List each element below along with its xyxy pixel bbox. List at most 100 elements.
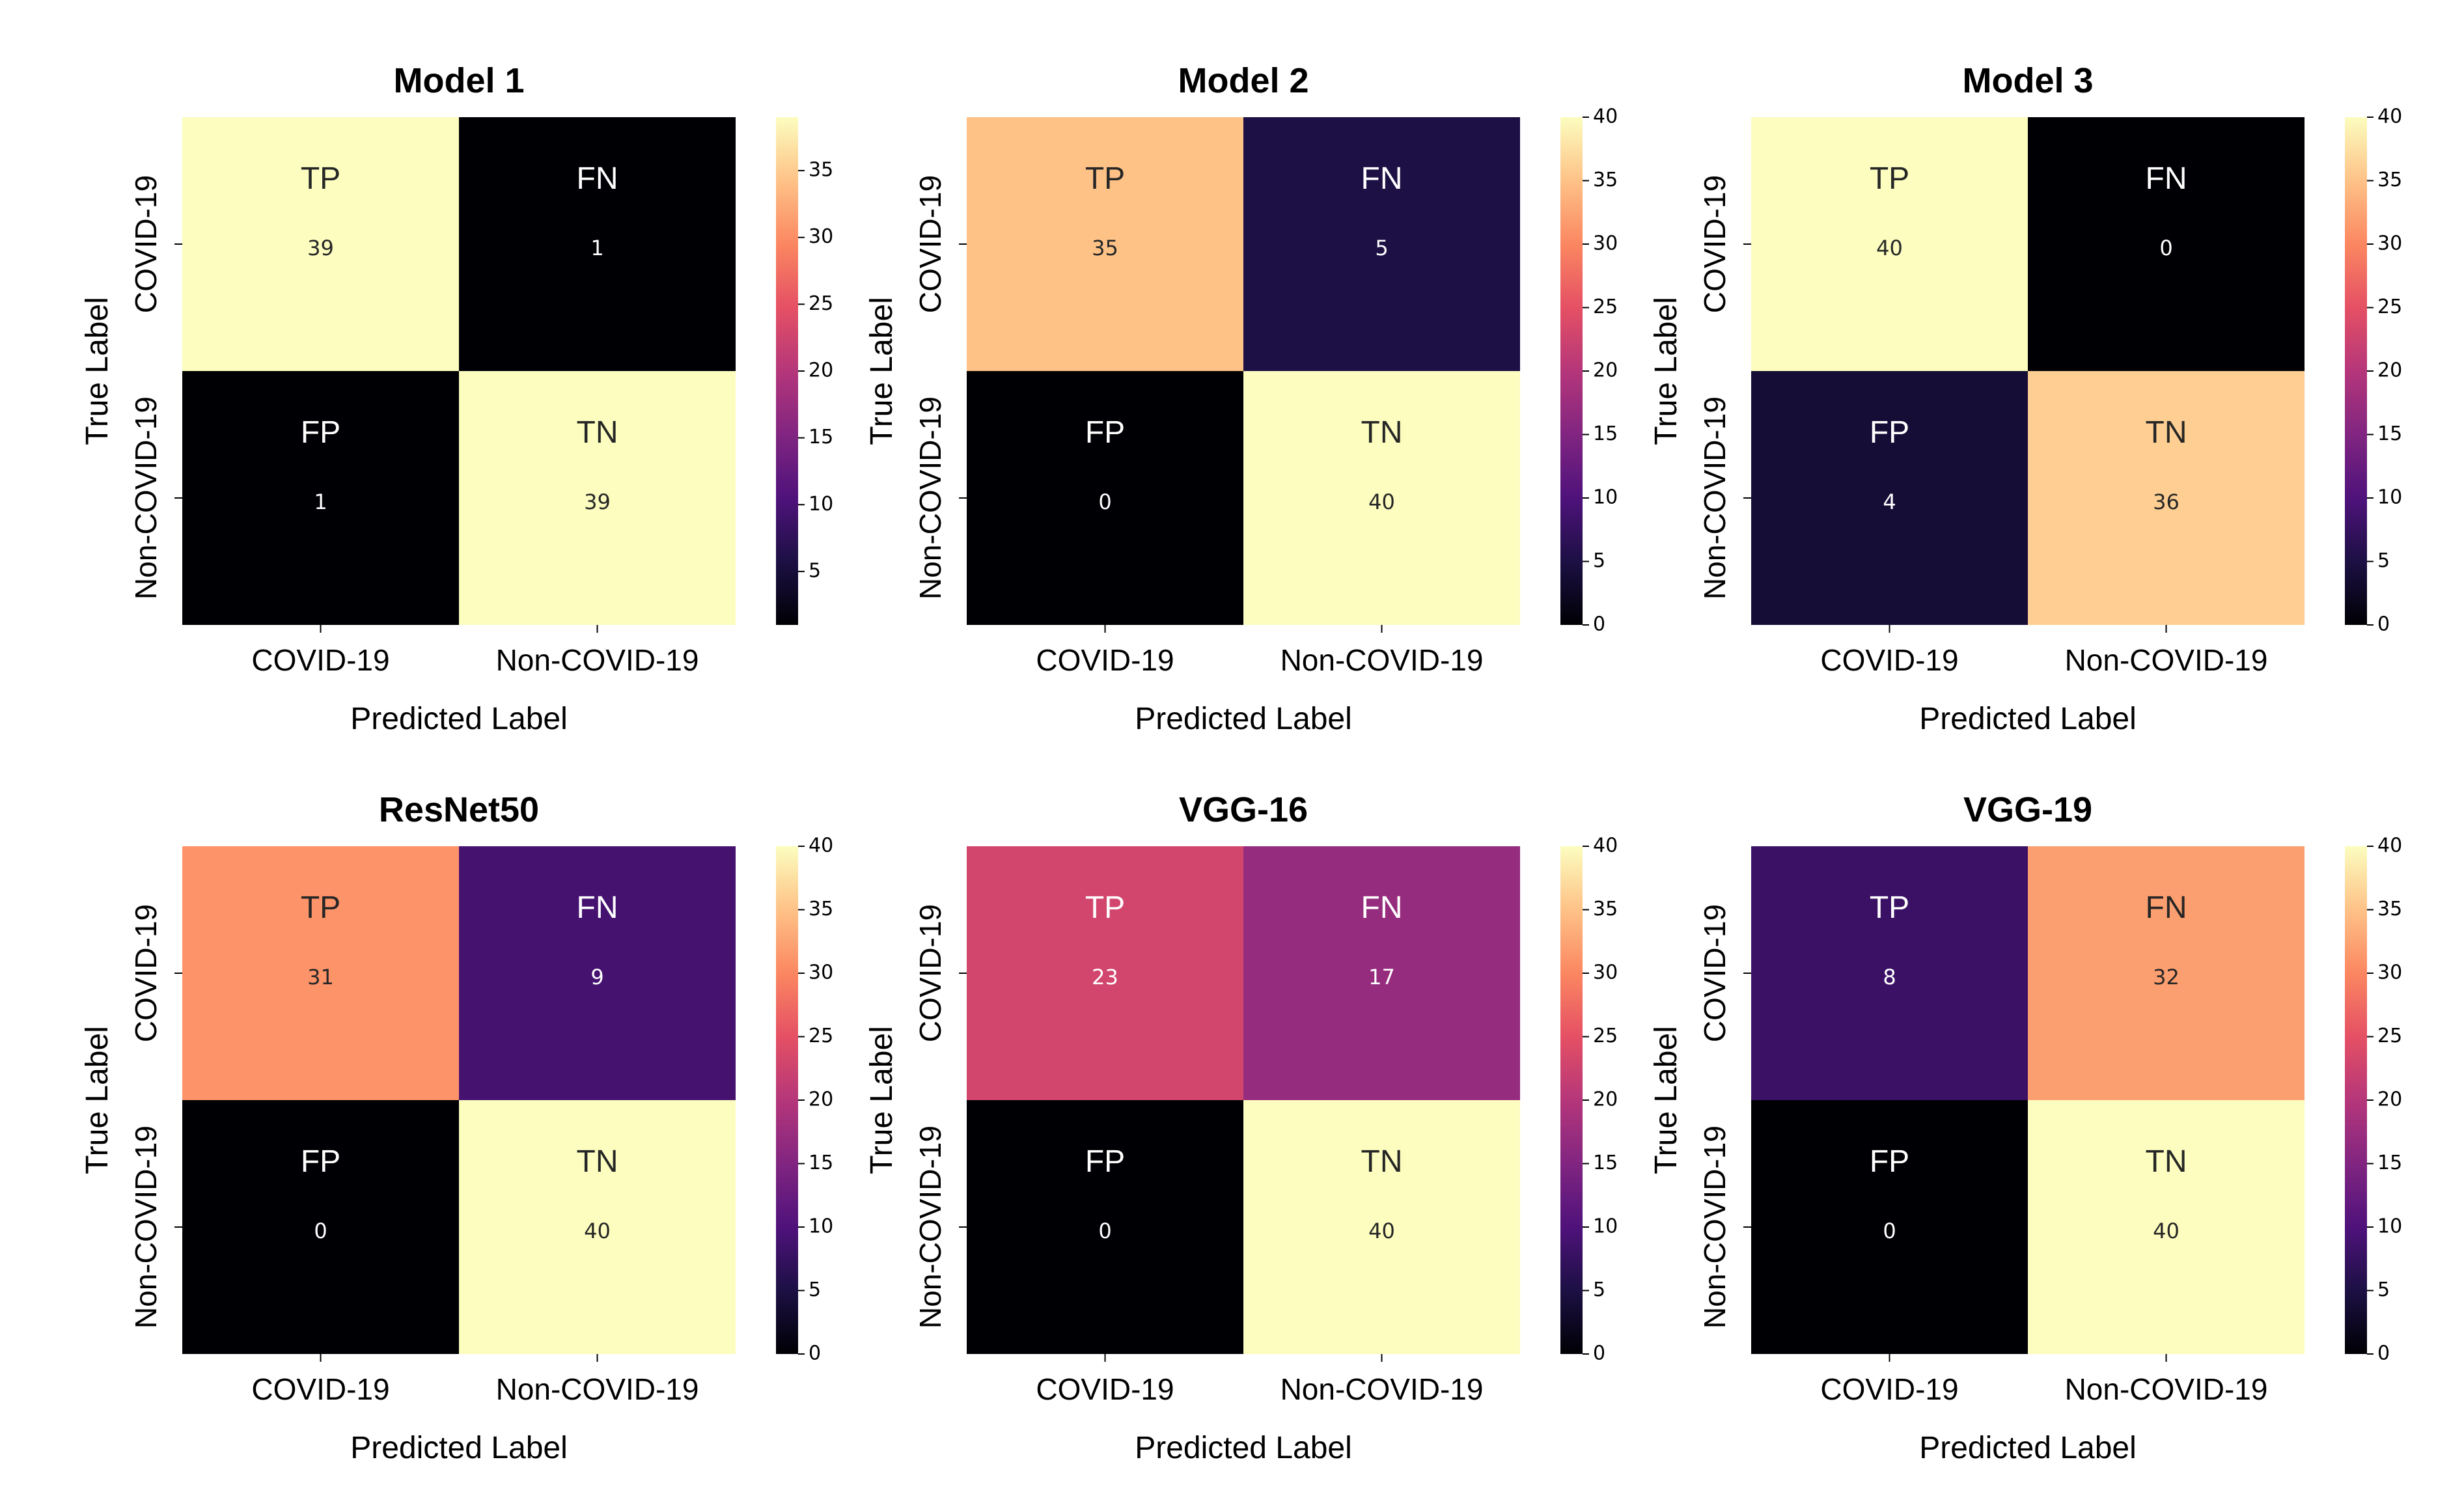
colorbar [1560, 846, 1583, 1354]
y-axis-label: True Label [1649, 1026, 1683, 1174]
y-tick-label: Non-COVID-19 [1698, 396, 1732, 600]
colorbar-tick-label: 5 [1593, 549, 1605, 572]
cell-value-label: 1 [314, 490, 327, 514]
y-tick-label: COVID-19 [129, 904, 163, 1042]
colorbar-tick-label: 0 [2377, 1342, 2390, 1365]
y-axis-label: True Label [80, 1026, 115, 1174]
heatmap-cell [2028, 117, 2305, 371]
cell-value-label: 23 [1092, 965, 1118, 989]
colorbar-tick-label: 20 [2377, 359, 2402, 382]
colorbar-tick-label: 10 [809, 493, 833, 516]
x-tick-label: COVID-19 [251, 1372, 389, 1406]
cell-value-label: 35 [1092, 236, 1118, 260]
cell-value-label: 17 [1368, 965, 1395, 989]
y-tick-label: COVID-19 [1698, 904, 1732, 1042]
colorbar-tick-label: 40 [1593, 835, 1618, 857]
colorbar-tick-label: 5 [2377, 1278, 2390, 1301]
cell-tag-label: TN [1361, 415, 1403, 450]
cell-tag-label: TP [301, 891, 340, 925]
y-tick-label: COVID-19 [1698, 175, 1732, 313]
cell-tag-label: TN [1361, 1144, 1403, 1179]
x-tick-label: Non-COVID-19 [1280, 1372, 1484, 1406]
cell-tag-label: FN [2146, 161, 2187, 196]
cell-value-label: 31 [307, 965, 334, 989]
cell-value-label: 0 [1883, 1219, 1896, 1243]
panel-title: Model 2 [1178, 61, 1308, 100]
y-tick-label: COVID-19 [913, 904, 947, 1042]
cell-value-label: 39 [584, 490, 611, 514]
panel-4: ResNet50 TP 31 FN 9 FP 0 TN 40 COVID-19 Non-COVID-… [80, 790, 833, 1465]
y-axis-label: True Label [865, 1026, 899, 1174]
colorbar-tick-label: 0 [809, 1342, 821, 1365]
cell-value-label: 40 [1876, 236, 1903, 260]
cell-tag-label: TN [577, 1144, 618, 1179]
colorbar-tick-label: 10 [1593, 1215, 1618, 1238]
colorbar-tick-label: 0 [1593, 613, 1605, 636]
heatmap-cell [182, 846, 459, 1100]
cell-value-label: 40 [2153, 1219, 2180, 1243]
heatmap-cell [967, 371, 1243, 625]
heatmap-cell [967, 846, 1243, 1100]
heatmap-cell [1243, 371, 1520, 625]
colorbar-tick-label: 40 [1593, 105, 1618, 128]
colorbar-tick-label: 20 [2377, 1088, 2402, 1111]
x-tick-label: Non-COVID-19 [1280, 643, 1484, 677]
heatmap-cell [2028, 1100, 2305, 1354]
panel-title: Model 3 [1962, 61, 2093, 100]
colorbar-tick-label: 15 [809, 426, 833, 449]
cell-tag-label: TP [1870, 161, 1909, 196]
colorbar-tick-label: 25 [2377, 1025, 2402, 1047]
x-tick-label: Non-COVID-19 [2065, 1372, 2268, 1406]
cell-tag-label: FN [2146, 891, 2187, 925]
cell-value-label: 0 [314, 1219, 327, 1243]
colorbar-tick-label: 30 [1593, 232, 1618, 255]
y-tick-label: Non-COVID-19 [913, 1126, 947, 1329]
colorbar-tick-label: 25 [1593, 296, 1618, 318]
cell-value-label: 40 [1368, 1219, 1395, 1243]
cell-tag-label: TP [1085, 891, 1125, 925]
colorbar-tick-label: 30 [1593, 961, 1618, 984]
x-tick-label: Non-COVID-19 [496, 643, 699, 677]
x-tick-label: COVID-19 [1036, 643, 1174, 677]
cell-tag-label: TP [1870, 891, 1909, 925]
x-tick-label: Non-COVID-19 [496, 1372, 699, 1406]
cell-tag-label: FP [1085, 415, 1125, 450]
colorbar-tick-label: 0 [1593, 1342, 1605, 1365]
colorbar-tick-label: 5 [2377, 549, 2390, 572]
cell-tag-label: FP [1870, 415, 1909, 450]
x-axis-label: Predicted Label [1135, 702, 1352, 736]
cell-value-label: 40 [1368, 490, 1395, 514]
colorbar-tick-label: 40 [2377, 835, 2402, 857]
cell-tag-label: TP [301, 161, 340, 196]
heatmap-cell [459, 117, 736, 371]
cell-tag-label: FP [301, 415, 340, 450]
panel-5: VGG-16 TP 23 FN 17 FP 0 TN 40 COVID-19 Non-COVID-1… [865, 790, 1618, 1465]
colorbar-tick-label: 5 [1593, 1278, 1605, 1301]
colorbar-tick-label: 25 [809, 1025, 833, 1047]
cell-tag-label: TP [1085, 161, 1125, 196]
colorbar-tick-label: 10 [2377, 486, 2402, 509]
colorbar-tick-label: 35 [809, 159, 833, 182]
colorbar-tick-label: 10 [2377, 1215, 2402, 1238]
y-tick-label: Non-COVID-19 [129, 1126, 163, 1329]
y-tick-label: Non-COVID-19 [913, 396, 947, 600]
heatmap-cell [1751, 846, 2028, 1100]
colorbar-tick-label: 5 [809, 1278, 821, 1301]
heatmap-cell [182, 371, 459, 625]
colorbar-tick-label: 15 [1593, 422, 1618, 445]
colorbar-tick-label: 20 [1593, 359, 1618, 382]
heatmap-cell [182, 1100, 459, 1354]
heatmap-cell [459, 1100, 736, 1354]
colorbar-tick-label: 15 [2377, 422, 2402, 445]
y-tick-label: Non-COVID-19 [129, 396, 163, 600]
cell-tag-label: FN [577, 161, 618, 196]
cell-tag-label: FN [577, 891, 618, 925]
colorbar-tick-label: 40 [2377, 105, 2402, 128]
heatmap-cell [1751, 117, 2028, 371]
colorbar-tick-label: 30 [2377, 232, 2402, 255]
colorbar-tick-label: 10 [1593, 486, 1618, 509]
heatmap-cell [459, 371, 736, 625]
y-tick-label: Non-COVID-19 [1698, 1126, 1732, 1329]
panel-title: Model 1 [393, 61, 524, 100]
